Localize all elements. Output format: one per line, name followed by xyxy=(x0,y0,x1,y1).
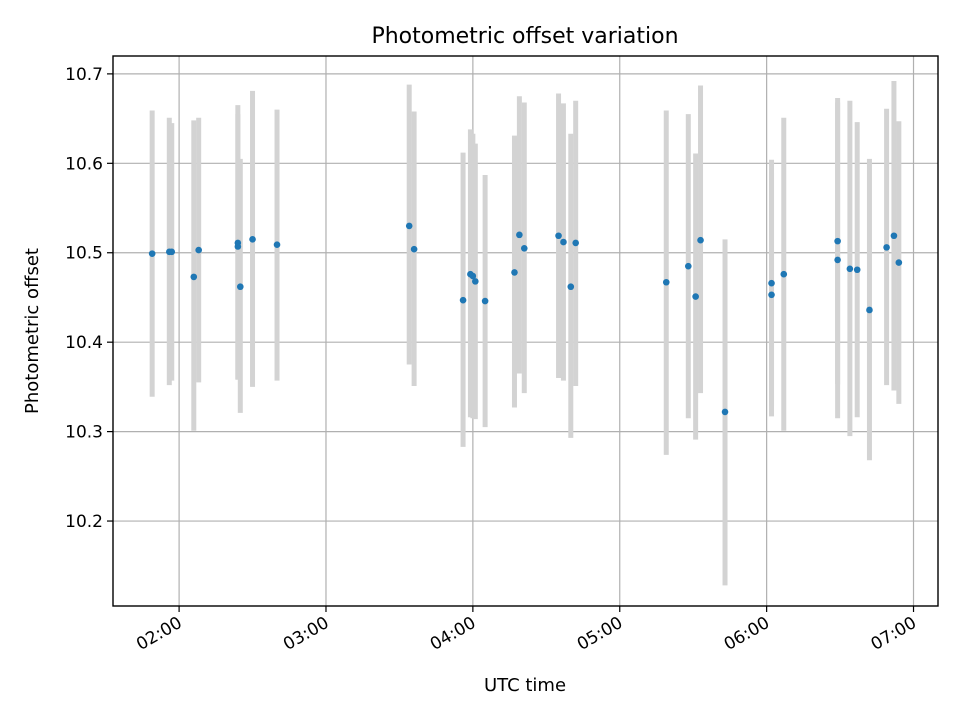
data-point xyxy=(148,250,156,257)
data-point xyxy=(692,293,699,300)
y-tick-label: 10.5 xyxy=(65,244,103,264)
data-point xyxy=(249,236,256,243)
data-point xyxy=(410,245,418,253)
data-point xyxy=(780,270,788,278)
data-point xyxy=(684,262,692,270)
data-point xyxy=(721,408,729,416)
data-point xyxy=(234,243,242,250)
data-point xyxy=(883,244,890,251)
chart-title: Photometric offset variation xyxy=(371,24,678,49)
data-point xyxy=(469,272,477,280)
y-tick-label: 10.7 xyxy=(65,65,103,85)
data-points xyxy=(148,222,903,416)
data-point xyxy=(190,273,198,281)
data-point xyxy=(273,241,281,248)
data-point xyxy=(834,256,841,264)
y-tick-label: 10.6 xyxy=(65,154,103,174)
data-point xyxy=(511,269,518,276)
y-tick-label: 10.3 xyxy=(65,423,103,443)
data-point xyxy=(560,238,567,246)
data-point xyxy=(520,244,528,252)
y-tick-label: 10.2 xyxy=(65,512,103,532)
data-point xyxy=(846,265,854,273)
y-axis-label: Photometric offset xyxy=(22,248,43,414)
data-point xyxy=(572,239,579,247)
data-point xyxy=(195,246,202,254)
data-point xyxy=(890,232,898,240)
data-point xyxy=(697,236,704,244)
data-point xyxy=(555,232,562,240)
data-point xyxy=(236,283,244,291)
data-point xyxy=(516,231,523,239)
x-axis-label: UTC time xyxy=(484,675,566,696)
data-point xyxy=(405,222,413,230)
data-point xyxy=(853,266,861,274)
data-point xyxy=(662,278,670,286)
plot-frame xyxy=(112,55,939,607)
data-point xyxy=(168,248,176,256)
data-point xyxy=(768,279,775,287)
data-point xyxy=(895,259,903,266)
data-point xyxy=(481,297,489,305)
y-tick-label: 10.4 xyxy=(65,333,103,353)
data-point xyxy=(472,278,479,285)
data-point xyxy=(459,296,467,304)
data-point xyxy=(834,237,841,245)
data-point xyxy=(866,306,873,314)
data-point xyxy=(567,283,575,291)
data-point xyxy=(768,291,775,299)
